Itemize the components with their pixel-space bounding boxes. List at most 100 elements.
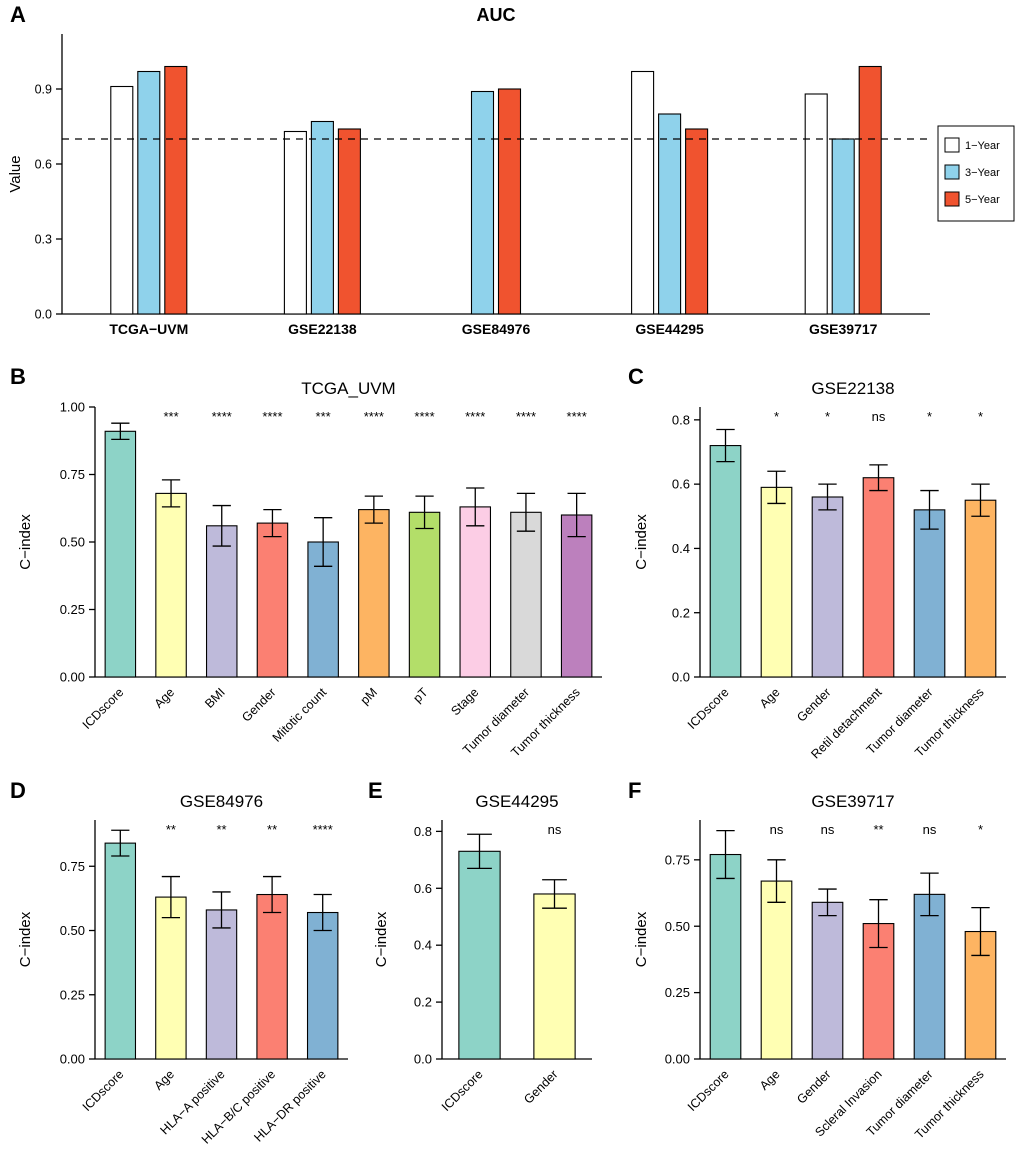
bar — [155, 896, 187, 1060]
bar — [137, 70, 161, 315]
bar — [497, 88, 522, 315]
y-tick-label: 0.8 — [672, 412, 690, 427]
chart-title: GSE44295 — [475, 792, 558, 811]
bar — [811, 901, 844, 1060]
bar — [306, 911, 339, 1060]
bar — [470, 90, 495, 315]
y-axis-label: C−index — [373, 911, 390, 967]
bar — [658, 113, 682, 315]
bar — [685, 128, 709, 315]
significance-label: **** — [212, 409, 232, 424]
legend-label: 1−Year — [965, 140, 1000, 152]
panel-f-gse39717-cindex-chart: 0.00 0.25 0.50 0.75 GSE39717 C−index ICDscore n… — [620, 775, 1020, 1154]
significance-label: * — [927, 409, 932, 424]
y-tick-label: 0.25 — [60, 987, 85, 1002]
y-tick-label: 0.00 — [60, 670, 85, 685]
y-tick-label: 0.4 — [672, 541, 690, 556]
bar — [862, 477, 895, 678]
legend-swatch — [944, 137, 960, 153]
significance-label: * — [978, 822, 983, 837]
y-tick-label: 0.25 — [665, 985, 690, 1000]
significance-label: *** — [163, 409, 178, 424]
chart-svg-f: 0.00 0.25 0.50 0.75 GSE39717 C−index ICDscore n… — [633, 792, 1006, 1142]
chart-title: AUC — [477, 5, 516, 25]
bar — [283, 130, 307, 315]
bar — [104, 842, 137, 1060]
bar — [709, 445, 742, 678]
panel-b-tcga-uvm-cindex-chart: 0.00 0.25 0.50 0.75 1.00 TCGA_UVM C−index ICDsc… — [0, 362, 620, 766]
panel-c-gse22138-cindex-chart: 0.0 0.2 0.4 0.6 0.8 GSE22138 C−index ICDscore * A… — [620, 362, 1020, 766]
bar — [205, 909, 238, 1060]
y-axis-label: Value — [7, 155, 24, 192]
chart-title: TCGA_UVM — [301, 379, 395, 398]
significance-label: **** — [567, 409, 587, 424]
x-category-label: Gender — [794, 1067, 833, 1106]
y-tick-label: 0.3 — [35, 232, 52, 246]
x-category-label: pT — [410, 685, 430, 705]
x-category-label: Age — [757, 1067, 783, 1093]
significance-label: ns — [821, 822, 835, 837]
x-category-label: pM — [358, 685, 380, 707]
bar — [631, 70, 655, 315]
y-tick-label: 0.50 — [60, 535, 85, 550]
x-category-label: GSE22138 — [288, 321, 357, 337]
y-axis-label: C−index — [633, 911, 650, 967]
bar — [760, 880, 793, 1060]
y-axis-label: C−index — [633, 514, 650, 570]
chart-svg-a: 0.0 0.3 0.6 0.9 AUC Value TCGA−UVM GSE22138 GSE8… — [7, 5, 1015, 337]
panel-label-c: C — [628, 364, 644, 389]
bar — [760, 486, 793, 678]
significance-label: ** — [166, 822, 176, 837]
bar — [964, 499, 997, 678]
x-category-label: Age — [757, 685, 783, 711]
x-category-label: Mitotic count — [270, 685, 330, 745]
chart-svg-c: 0.0 0.2 0.4 0.6 0.8 GSE22138 C−index ICDscore * A… — [633, 379, 1006, 761]
chart-svg-e: 0.0 0.2 0.4 0.6 0.8 GSE44295 C−index ICDscore ns… — [373, 792, 592, 1114]
significance-label: **** — [262, 409, 282, 424]
bar — [831, 138, 855, 315]
bar — [337, 128, 361, 315]
panel-label-b: B — [10, 364, 26, 389]
panel-d-gse84976-cindex-chart: 0.00 0.25 0.50 0.75 GSE84976 C−index ICDscore *… — [0, 775, 360, 1154]
x-category-label: ICDscore — [685, 1067, 732, 1114]
significance-label: **** — [516, 409, 536, 424]
x-category-label: ICDscore — [685, 685, 732, 732]
bar — [256, 522, 289, 678]
y-tick-label: 0.2 — [414, 995, 432, 1010]
panel-e-gse44295-cindex-chart: 0.0 0.2 0.4 0.6 0.8 GSE44295 C−index ICDscore ns… — [360, 775, 610, 1154]
y-tick-label: 0.0 — [672, 670, 690, 685]
y-tick-label: 0.0 — [35, 307, 52, 321]
bar — [709, 853, 742, 1060]
significance-label: ns — [923, 822, 937, 837]
y-tick-label: 0.00 — [665, 1052, 690, 1067]
x-category-label: Stage — [448, 685, 481, 718]
y-tick-label: 1.00 — [60, 400, 85, 415]
bar — [811, 496, 844, 678]
panel-a-auc-bar-chart: 0.0 0.3 0.6 0.9 AUC Value TCGA−UVM GSE22138 GSE8… — [0, 0, 1020, 352]
x-category-label: Gender — [239, 685, 278, 724]
bar — [256, 893, 288, 1060]
y-tick-label: 0.6 — [414, 881, 432, 896]
significance-label: *** — [316, 409, 331, 424]
bar — [164, 65, 188, 315]
x-category-label: Age — [151, 1067, 177, 1093]
x-category-label: Gender — [521, 1067, 560, 1106]
bar — [358, 509, 390, 678]
bar — [458, 850, 501, 1060]
significance-label: ** — [267, 822, 277, 837]
x-category-label: ICDscore — [439, 1067, 486, 1114]
y-tick-label: 0.9 — [35, 82, 52, 96]
significance-label: * — [774, 409, 779, 424]
chart-title: GSE84976 — [180, 792, 263, 811]
legend-swatch — [944, 164, 960, 180]
bar — [533, 893, 576, 1060]
y-tick-label: 0.75 — [60, 859, 85, 874]
bar — [510, 511, 542, 678]
x-category-label: ICDscore — [80, 685, 127, 732]
legend-label: 5−Year — [965, 194, 1000, 206]
y-tick-label: 0.2 — [672, 605, 690, 620]
bar — [913, 509, 946, 678]
y-axis-label: C−index — [17, 911, 34, 967]
significance-label: * — [978, 409, 983, 424]
x-category-label: TCGA−UVM — [109, 321, 188, 337]
